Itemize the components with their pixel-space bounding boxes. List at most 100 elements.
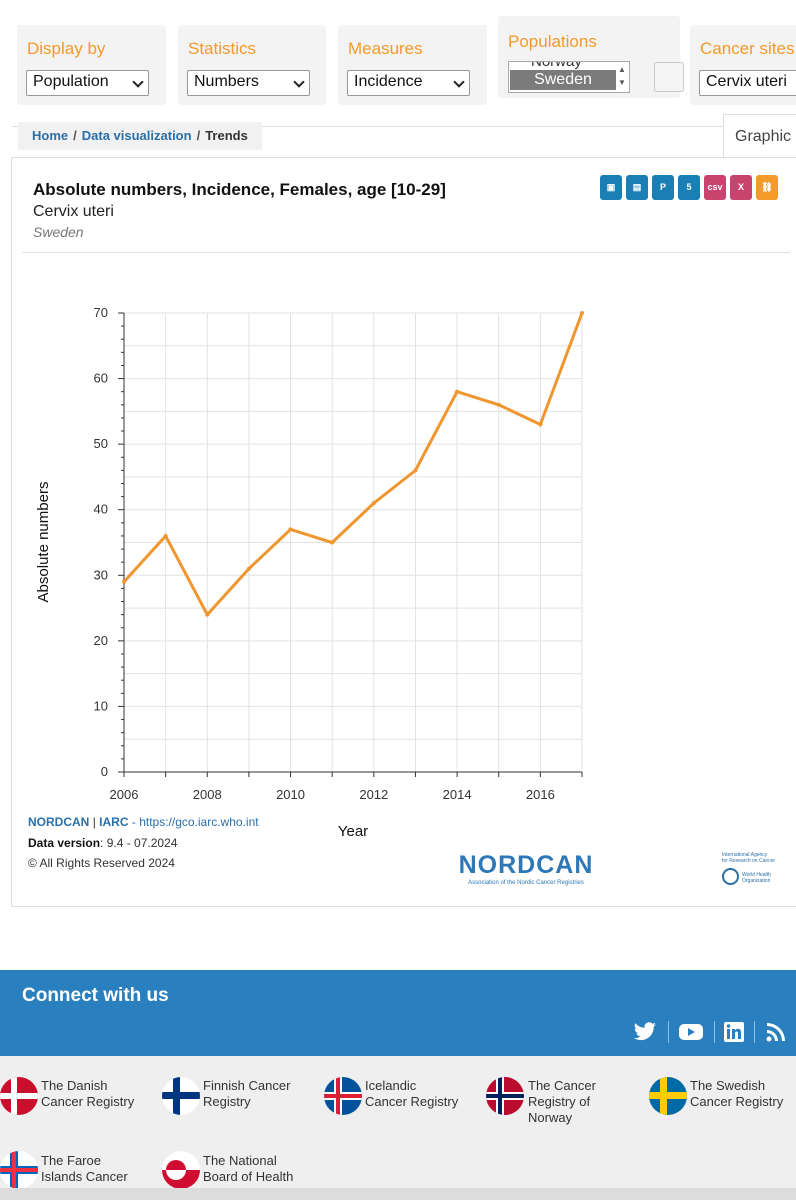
- populations-checkbox[interactable]: [654, 62, 684, 92]
- y-tick-label: 30: [94, 567, 108, 582]
- rss-icon[interactable]: [766, 1022, 786, 1042]
- chart-title: Absolute numbers, Incidence, Females, ag…: [33, 180, 446, 199]
- up-arrow-icon[interactable]: ▲: [618, 65, 626, 74]
- breadcrumb-home[interactable]: Home: [32, 128, 69, 143]
- excel-export-icon[interactable]: X: [730, 175, 752, 200]
- twitter-icon[interactable]: [633, 1022, 657, 1042]
- data-point[interactable]: [246, 566, 251, 571]
- populations-panel: Populations Norway Sweden ▲ ▼: [498, 16, 680, 98]
- nordcan-logo-tagline: Association of the Nordic Cancer Registr…: [468, 880, 584, 886]
- registry-swedish-line2: Cancer Registry: [690, 1094, 784, 1109]
- iarc-line1: International Agency: [722, 852, 768, 858]
- data-point[interactable]: [496, 402, 501, 407]
- measures-label: Measures: [348, 39, 423, 58]
- data-point[interactable]: [580, 311, 584, 315]
- populations-listbox[interactable]: Norway Sweden ▲ ▼: [508, 61, 630, 93]
- pdf-export-icon[interactable]: ▤: [626, 175, 648, 200]
- listbox-spinner[interactable]: ▲ ▼: [616, 63, 628, 91]
- credit-nordcan[interactable]: NORDCAN: [28, 815, 90, 829]
- measures-select[interactable]: Incidence: [347, 70, 470, 96]
- populations-label: Populations: [508, 32, 597, 51]
- breadcrumb-data-visualization[interactable]: Data visualization: [81, 128, 192, 143]
- credit-version-value: : 9.4 - 07.2024: [100, 836, 178, 850]
- youtube-icon[interactable]: [678, 1022, 704, 1042]
- chart-population: Sweden: [33, 224, 84, 240]
- chart-subtitle: Cervix uteri: [33, 203, 114, 220]
- data-point[interactable]: [330, 540, 335, 545]
- registry-finnish[interactable]: Finnish Cancer Registry: [203, 1078, 290, 1110]
- registry-greenland[interactable]: The National Board of Health: [203, 1153, 293, 1185]
- share-link-icon[interactable]: ⛓: [756, 175, 778, 200]
- data-point[interactable]: [288, 527, 293, 532]
- cancer-sites-panel: Cancer sites Cervix uteri: [690, 25, 796, 105]
- display-by-select[interactable]: Population: [26, 70, 149, 96]
- who-block: World Health Organization: [722, 868, 792, 885]
- tab-graphic[interactable]: Graphic: [723, 114, 796, 158]
- registry-faroe[interactable]: The Faroe Islands Cancer: [41, 1153, 128, 1185]
- registry-danish-line1: The Danish: [41, 1078, 108, 1093]
- x-tick-label: 2014: [443, 787, 472, 802]
- chart-card: [11, 157, 796, 907]
- data-point[interactable]: [163, 533, 168, 538]
- data-point[interactable]: [371, 501, 376, 506]
- nordcan-logo[interactable]: NORDCAN Association of the Nordic Cancer…: [458, 851, 594, 886]
- iarc-who-logo[interactable]: International Agency for Research on Can…: [722, 852, 792, 885]
- population-option-prev[interactable]: Norway: [531, 61, 582, 70]
- down-arrow-icon[interactable]: ▼: [618, 78, 626, 87]
- connect-title: Connect with us: [22, 985, 169, 1006]
- measures-panel: Measures Incidence: [338, 25, 487, 105]
- y-tick-label: 20: [94, 633, 108, 648]
- credit-version-label: Data version: [28, 836, 101, 850]
- cancer-sites-select[interactable]: Cervix uteri: [699, 70, 796, 96]
- population-option-selected[interactable]: Sweden: [510, 70, 616, 90]
- breadcrumb-separator: /: [73, 128, 77, 143]
- faroe-flag-icon: [0, 1151, 38, 1189]
- registry-faroe-line1: The Faroe: [41, 1153, 101, 1168]
- registry-finnish-line2: Registry: [203, 1094, 251, 1109]
- data-point[interactable]: [205, 612, 210, 617]
- registry-swedish-line1: The Swedish: [690, 1078, 766, 1093]
- credit-iarc[interactable]: IARC: [99, 815, 129, 829]
- statistics-select[interactable]: Numbers: [187, 70, 310, 96]
- registries-section: The Danish Cancer Registry Finnish Cance…: [0, 1056, 796, 1200]
- cancer-sites-label: Cancer sites: [700, 39, 795, 58]
- statistics-panel: Statistics Numbers: [178, 25, 326, 105]
- png-export-icon[interactable]: ▣: [600, 175, 622, 200]
- display-by-label: Display by: [27, 39, 106, 58]
- breadcrumb-separator: /: [196, 128, 201, 143]
- csv-export-icon[interactable]: csv: [704, 175, 726, 200]
- y-axis-title: Absolute numbers: [35, 482, 52, 603]
- x-tick-label: 2012: [359, 787, 388, 802]
- registry-swedish[interactable]: The Swedish Cancer Registry: [690, 1078, 783, 1110]
- html5-export-icon[interactable]: 5: [678, 175, 700, 200]
- finnish-flag-icon: [162, 1077, 200, 1115]
- breadcrumb: Home / Data visualization / Trends: [18, 122, 262, 150]
- measures-value: Incidence: [354, 73, 423, 90]
- ppt-export-icon[interactable]: P: [652, 175, 674, 200]
- who-globe-icon: [722, 868, 739, 885]
- data-point[interactable]: [538, 422, 543, 427]
- data-point[interactable]: [455, 389, 460, 394]
- data-point[interactable]: [122, 579, 126, 584]
- registry-danish[interactable]: The Danish Cancer Registry: [41, 1078, 134, 1110]
- danish-flag-icon: [0, 1077, 38, 1115]
- connect-section: Connect with us: [0, 970, 796, 1056]
- chart-header-divider: [22, 252, 790, 253]
- breadcrumb-current: Trends: [205, 128, 248, 143]
- who-line1: World Health: [742, 872, 771, 878]
- registry-norway[interactable]: The Cancer Registry of Norway: [528, 1078, 596, 1126]
- y-tick-label: 0: [101, 764, 108, 779]
- registry-greenland-line2: Board of Health: [203, 1169, 294, 1184]
- norwegian-flag-icon: [486, 1077, 524, 1115]
- registry-icelandic[interactable]: Icelandic Cancer Registry: [365, 1078, 458, 1110]
- credit-url[interactable]: https://gco.iarc.who.int: [139, 815, 259, 829]
- credit-rights: © All Rights Reserved 2024: [28, 856, 175, 870]
- statistics-label: Statistics: [188, 39, 257, 58]
- display-by-value: Population: [33, 73, 109, 90]
- linkedin-icon[interactable]: [724, 1022, 744, 1042]
- x-tick-label: 2016: [526, 787, 555, 802]
- swedish-flag-icon: [649, 1077, 687, 1115]
- data-point[interactable]: [413, 468, 418, 473]
- credit-version: Data version: 9.4 - 07.2024: [28, 836, 177, 850]
- registry-norway-line1: The Cancer: [528, 1078, 596, 1093]
